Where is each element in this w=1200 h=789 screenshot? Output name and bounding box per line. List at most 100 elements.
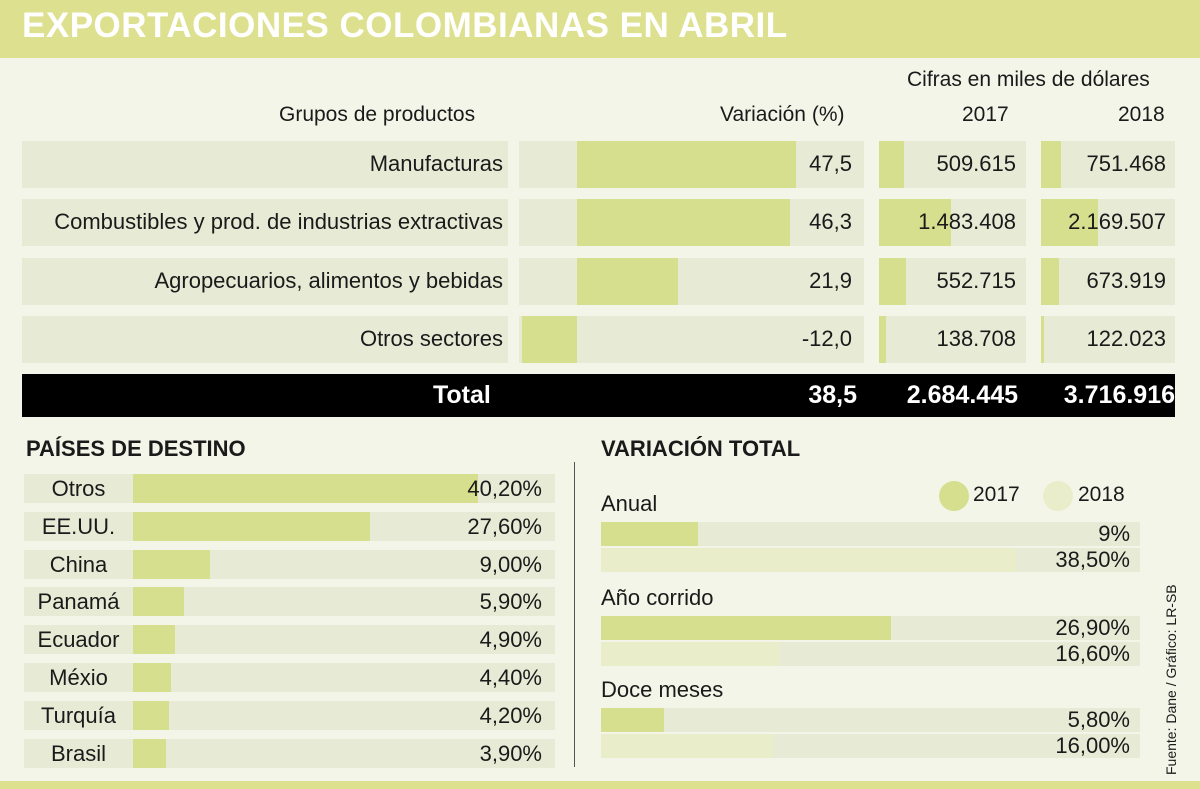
country-row <box>24 739 555 768</box>
variation-bar-2018 <box>601 734 774 758</box>
bar-2017 <box>879 316 886 363</box>
variation-bar-2017 <box>601 616 891 640</box>
row-label-cell <box>22 199 508 246</box>
total-variation: 38,5 <box>808 381 857 409</box>
variation-value-2017: 9% <box>1098 521 1130 546</box>
legend-2018-label: 2018 <box>1078 483 1125 506</box>
row-variation-value: -12,0 <box>801 326 852 351</box>
variation-title: VARIACIÓN TOTAL <box>601 436 801 461</box>
country-label: Otros <box>51 476 106 501</box>
row-2018-value: 673.919 <box>1086 268 1166 293</box>
country-label: China <box>49 552 108 577</box>
countries-title: PAÍSES DE DESTINO <box>26 436 246 461</box>
variation-value-2017: 26,90% <box>1055 615 1130 640</box>
legend-2018-swatch <box>1043 481 1073 511</box>
bar-2018 <box>1041 258 1059 305</box>
row-label: Otros sectores <box>359 326 503 351</box>
country-bar <box>133 625 176 654</box>
country-label: Ecuador <box>37 627 120 652</box>
variation-value-2018: 38,50% <box>1055 547 1130 572</box>
row-variation-value: 46,3 <box>809 209 852 234</box>
country-bar <box>133 587 184 616</box>
country-value: 27,60% <box>467 514 542 539</box>
row-2017-value: 509.615 <box>936 151 1016 176</box>
variation-value-2017: 5,80% <box>1067 707 1130 732</box>
country-bar <box>133 701 170 730</box>
country-label: Turquía <box>40 703 116 728</box>
row-label-cell <box>22 258 508 305</box>
country-row <box>24 625 555 654</box>
row-variation-value: 47,5 <box>809 151 852 176</box>
variation-value-2018: 16,00% <box>1055 733 1130 758</box>
total-label: Total <box>433 381 491 409</box>
country-label: Panamá <box>37 589 120 614</box>
total-2017: 2.684.445 <box>906 381 1018 409</box>
country-value: 9,00% <box>479 552 542 577</box>
country-value: 4,20% <box>479 703 542 728</box>
row-label-cell <box>22 316 508 363</box>
row-variation-value: 21,9 <box>809 268 852 293</box>
bar-2018 <box>1041 141 1061 188</box>
section-divider <box>574 462 575 767</box>
header-variation: Variación (%) <box>720 103 845 126</box>
row-2018-value: 751.468 <box>1086 151 1166 176</box>
variation-group-label: Anual <box>601 491 658 516</box>
country-value: 4,90% <box>479 627 542 652</box>
country-bar <box>133 512 370 541</box>
row-label: Agropecuarios, alimentos y bebidas <box>154 268 503 293</box>
legend-2017-label: 2017 <box>973 483 1020 506</box>
bar-2017 <box>879 141 904 188</box>
country-bar <box>133 663 171 692</box>
country-label: EE.UU. <box>41 514 116 539</box>
country-bar <box>133 550 211 579</box>
variation-bar-2018 <box>601 642 780 666</box>
variation-bar <box>521 316 577 363</box>
country-row <box>24 663 555 692</box>
row-2018-value: 122.023 <box>1086 326 1166 351</box>
row-2017-value: 138.708 <box>936 326 1016 351</box>
total-row <box>22 374 1175 417</box>
title-band <box>0 0 1200 58</box>
row-label-cell <box>22 141 508 188</box>
variation-bar <box>577 199 791 246</box>
legend-2017-swatch <box>939 481 969 511</box>
country-bar <box>133 474 478 503</box>
variation-group-label: Doce meses <box>601 677 724 702</box>
country-label: Brasil <box>50 741 106 766</box>
variation-bar-2018 <box>601 548 1016 572</box>
variation-group-label: Año corrido <box>601 585 714 610</box>
row-variation-cell <box>519 258 864 305</box>
header-2017: 2017 <box>962 103 1009 126</box>
variation-bar <box>577 141 796 188</box>
page-title: EXPORTACIONES COLOMBIANAS EN ABRIL <box>22 6 788 45</box>
country-value: 40,20% <box>467 476 542 501</box>
bar-2018 <box>1041 316 1045 363</box>
variation-bar-2017 <box>601 708 664 732</box>
variation-value-2018: 16,60% <box>1055 641 1130 666</box>
bar-2018 <box>1041 199 1098 246</box>
country-row <box>24 550 555 579</box>
variation-track-2017 <box>601 708 1140 732</box>
variation-bar-2017 <box>601 522 698 546</box>
bottom-band <box>0 781 1200 789</box>
header-2018: 2018 <box>1118 103 1165 126</box>
country-row <box>24 587 555 616</box>
row-2018-value: 2.169.507 <box>1068 209 1166 234</box>
row-label: Manufacturas <box>369 151 503 176</box>
country-value: 4,40% <box>479 665 542 690</box>
bar-2017 <box>879 199 951 246</box>
bar-2017 <box>879 258 906 305</box>
country-value: 3,90% <box>479 741 542 766</box>
row-2017-cell <box>879 316 1026 363</box>
country-value: 5,90% <box>479 589 542 614</box>
row-2018-cell <box>1041 258 1175 305</box>
row-label: Combustibles y prod. de industrias extra… <box>54 209 503 234</box>
country-bar <box>133 739 167 768</box>
header-group: Grupos de productos <box>279 103 476 126</box>
variation-bar <box>577 258 678 305</box>
row-2017-value: 552.715 <box>936 268 1016 293</box>
source-note: Fuente: Dane / Gráfico: LR-SB <box>1163 584 1179 775</box>
country-row <box>24 701 555 730</box>
row-2018-cell <box>1041 141 1175 188</box>
total-2018: 3.716.916 <box>1063 381 1175 409</box>
